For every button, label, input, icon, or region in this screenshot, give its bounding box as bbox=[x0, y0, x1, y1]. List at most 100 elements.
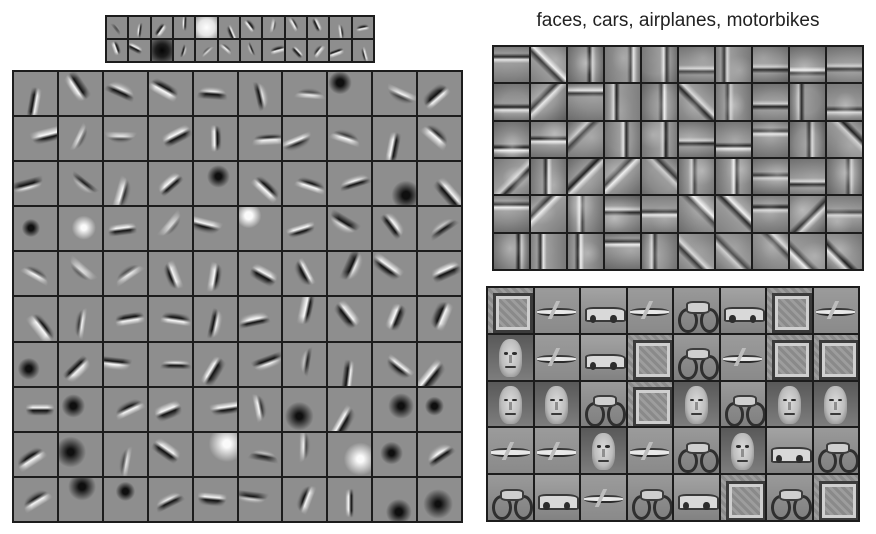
filter-cell bbox=[13, 71, 58, 117]
filter-cell bbox=[240, 16, 263, 39]
filter-cell bbox=[626, 287, 673, 334]
filter-cell bbox=[530, 46, 567, 84]
filter-cell bbox=[487, 380, 534, 428]
filter-cell bbox=[417, 251, 462, 297]
filter-cell bbox=[192, 206, 238, 252]
filter-cell bbox=[533, 333, 580, 381]
filter-cell bbox=[192, 431, 238, 477]
filter-cell bbox=[789, 83, 826, 121]
filter-cell bbox=[102, 71, 148, 117]
filter-cell bbox=[580, 333, 627, 381]
filter-cell bbox=[752, 232, 789, 270]
filter-cell bbox=[102, 251, 148, 297]
filter-cell bbox=[102, 206, 148, 252]
filter-cell bbox=[372, 431, 418, 477]
filter-cell bbox=[217, 39, 240, 62]
filter-cell bbox=[493, 157, 530, 196]
filter-cell bbox=[57, 296, 103, 342]
filter-cell bbox=[237, 206, 283, 252]
filter-cell bbox=[752, 120, 789, 158]
filter-cell bbox=[417, 161, 462, 207]
filter-cell bbox=[789, 195, 826, 233]
filter-cell bbox=[493, 232, 530, 270]
filter-cell bbox=[237, 161, 283, 207]
filter-cell bbox=[147, 116, 193, 162]
filter-cell bbox=[715, 195, 752, 233]
filter-cell bbox=[57, 161, 103, 207]
filter-cell bbox=[715, 157, 752, 196]
filter-cell bbox=[240, 39, 263, 62]
filter-cell bbox=[719, 380, 766, 428]
filter-cell bbox=[752, 83, 789, 121]
filter-cell bbox=[192, 161, 238, 207]
filter-cell bbox=[192, 476, 238, 522]
filter-cell bbox=[580, 380, 627, 428]
filter-cell bbox=[147, 431, 193, 477]
filter-cell bbox=[351, 16, 374, 39]
filter-cell bbox=[150, 16, 173, 39]
filter-cell bbox=[13, 296, 58, 342]
filter-cell bbox=[237, 341, 283, 387]
filter-cell bbox=[417, 296, 462, 342]
filter-cell bbox=[13, 431, 58, 477]
filter-cell bbox=[826, 157, 863, 196]
filter-cell bbox=[812, 474, 859, 521]
filter-cell bbox=[417, 116, 462, 162]
filter-cell bbox=[826, 46, 863, 84]
filter-cell bbox=[237, 296, 283, 342]
filter-cell bbox=[147, 251, 193, 297]
filter-cell bbox=[372, 71, 418, 117]
filter-cell bbox=[237, 476, 283, 522]
filter-cell bbox=[147, 71, 193, 117]
filter-cell bbox=[789, 46, 826, 84]
filter-cell bbox=[719, 474, 766, 521]
filter-cell bbox=[147, 206, 193, 252]
filter-cell bbox=[567, 195, 604, 233]
filter-cell bbox=[417, 341, 462, 387]
filter-cell bbox=[13, 386, 58, 432]
filter-cell bbox=[327, 251, 373, 297]
filter-cell bbox=[102, 386, 148, 432]
filter-cell bbox=[106, 39, 129, 62]
filter-cell bbox=[13, 341, 58, 387]
filter-cell bbox=[57, 386, 103, 432]
filter-cell bbox=[282, 116, 328, 162]
filter-cell bbox=[567, 157, 604, 196]
filter-cell bbox=[195, 39, 218, 62]
filter-cell bbox=[102, 161, 148, 207]
filter-cell bbox=[752, 195, 789, 233]
filter-cell bbox=[327, 296, 373, 342]
filter-cell bbox=[417, 71, 462, 117]
filter-cell bbox=[766, 287, 813, 334]
filter-cell bbox=[604, 83, 641, 121]
filter-cell bbox=[327, 206, 373, 252]
filter-cell bbox=[372, 476, 418, 522]
filter-cell bbox=[789, 232, 826, 270]
filter-cell bbox=[604, 157, 641, 196]
filter-cell bbox=[487, 474, 534, 521]
first-layer-filter-grid bbox=[105, 15, 375, 63]
filter-cell bbox=[789, 120, 826, 158]
filter-cell bbox=[530, 83, 567, 121]
filter-cell bbox=[493, 120, 530, 158]
filter-cell bbox=[530, 232, 567, 270]
filter-cell bbox=[719, 427, 766, 475]
filter-cell bbox=[307, 16, 330, 39]
filter-cell bbox=[282, 341, 328, 387]
filter-cell bbox=[678, 195, 715, 233]
filter-cell bbox=[237, 386, 283, 432]
filter-cell bbox=[673, 427, 720, 475]
filter-cell bbox=[237, 251, 283, 297]
filter-cell bbox=[417, 431, 462, 477]
filter-cell bbox=[372, 341, 418, 387]
filter-cell bbox=[766, 474, 813, 521]
filter-cell bbox=[217, 16, 240, 39]
filter-cell bbox=[307, 39, 330, 62]
filter-cell bbox=[192, 116, 238, 162]
filter-cell bbox=[580, 427, 627, 475]
filter-cell bbox=[567, 83, 604, 121]
filter-cell bbox=[719, 287, 766, 334]
filter-cell bbox=[237, 116, 283, 162]
filter-cell bbox=[533, 474, 580, 521]
filter-cell bbox=[567, 232, 604, 270]
